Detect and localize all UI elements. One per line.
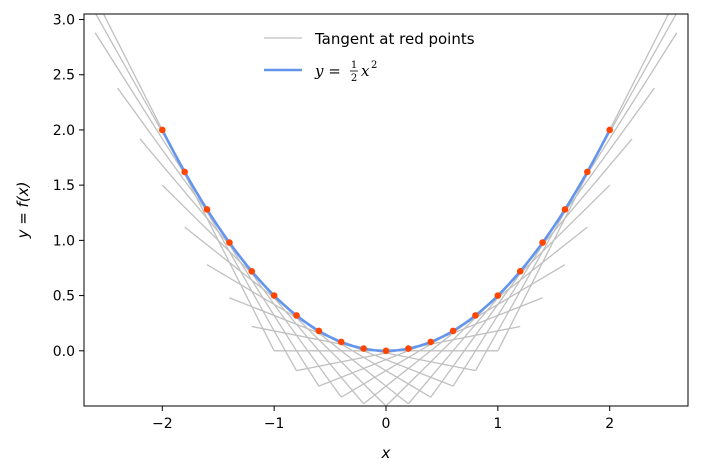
red-point	[584, 168, 591, 176]
y-axis-label: y = f(x)	[14, 182, 32, 240]
x-tick-label: −1	[264, 416, 285, 432]
tangent-line	[95, 14, 298, 371]
red-point	[248, 267, 256, 275]
red-point	[449, 327, 457, 335]
y-tick-label: 0.5	[53, 289, 75, 305]
x-tick-label: 2	[605, 416, 614, 432]
red-point	[203, 206, 211, 213]
legend-curve-fraction-denominator: 2	[351, 73, 357, 84]
red-point	[315, 327, 323, 335]
tangent-line	[474, 14, 677, 371]
y-tick-label: 3.0	[53, 13, 75, 29]
red-point	[360, 345, 367, 352]
red-point	[606, 126, 614, 134]
legend-curve-fraction-numerator: 1	[351, 60, 357, 71]
x-axis-ticks: −2 −1 0 1 2	[152, 406, 614, 432]
legend-curve-prefix: y =	[314, 62, 341, 80]
red-point	[516, 267, 524, 275]
legend-curve-variable: x	[361, 62, 370, 80]
x-axis-label: x	[381, 444, 391, 462]
plot-frame	[83, 13, 689, 407]
x-tick-label: −2	[152, 416, 173, 432]
y-tick-label: 1.5	[53, 178, 75, 194]
y-tick-label: 0.0	[53, 344, 75, 360]
x-tick-label: 0	[382, 416, 391, 432]
red-point	[158, 126, 166, 134]
y-tick-label: 2.0	[53, 123, 75, 139]
red-point	[382, 347, 390, 355]
red-point	[270, 292, 278, 299]
legend-curve-exponent: 2	[371, 60, 377, 71]
red-point	[293, 312, 300, 319]
red-point	[561, 206, 569, 213]
red-point	[226, 239, 233, 246]
red-points	[158, 126, 614, 355]
legend-tangent-label: Tangent at red points	[314, 30, 475, 48]
y-tick-label: 1.0	[53, 233, 75, 249]
red-point	[494, 292, 502, 299]
red-point	[539, 239, 546, 246]
red-point	[405, 345, 412, 352]
red-point	[337, 338, 345, 346]
red-point	[472, 312, 479, 319]
y-tick-label: 2.5	[53, 68, 75, 84]
x-tick-label: 1	[493, 416, 502, 432]
y-axis-ticks: 0.0 0.5 1.0 1.5 2.0 2.5 3.0	[53, 13, 84, 360]
legend: Tangent at red points y = 1 2 x 2	[264, 30, 475, 84]
red-point	[427, 338, 435, 346]
red-point	[181, 168, 188, 176]
legend-curve-label: y = 1 2 x 2	[314, 60, 377, 84]
tangent-line	[497, 14, 670, 352]
